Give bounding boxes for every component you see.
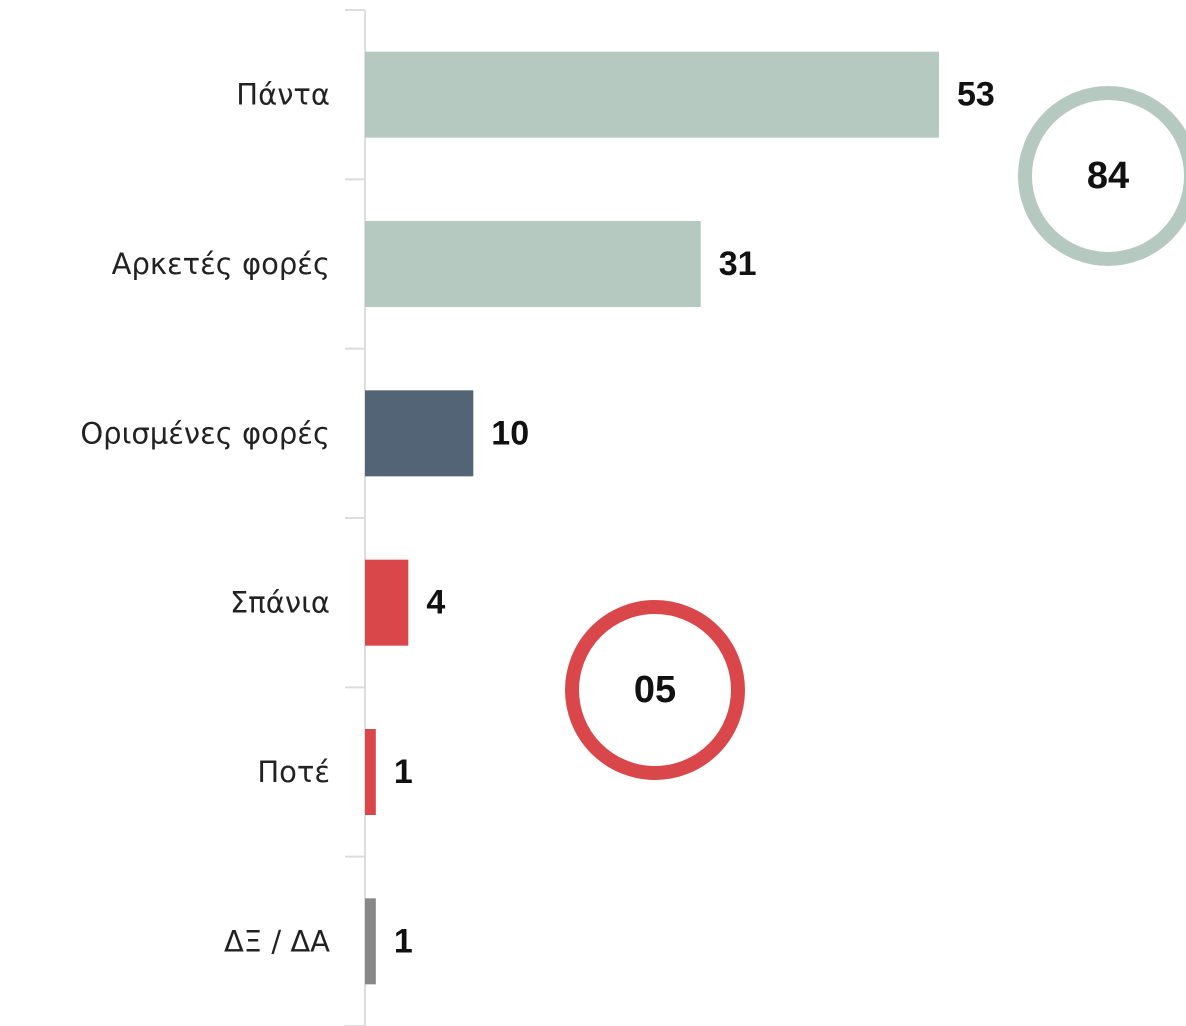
bar <box>365 390 474 477</box>
bar <box>365 51 939 138</box>
value-label: 1 <box>394 753 413 791</box>
category-label: Πάντα <box>236 78 330 112</box>
value-label: 53 <box>957 76 995 114</box>
category-label: Αρκετές φορές <box>112 247 330 281</box>
category-label: Ορισμένες φορές <box>80 416 330 450</box>
bar <box>365 221 701 307</box>
category-label: ΔΞ / ΔΑ <box>224 924 330 958</box>
value-label: 31 <box>719 245 757 283</box>
category-label: Ποτέ <box>257 755 330 789</box>
annotation-text: 84 <box>1087 155 1129 197</box>
bar <box>365 898 376 985</box>
category-label: Σπάνια <box>230 586 330 620</box>
annotation-text: 05 <box>634 669 676 711</box>
value-label: 4 <box>426 584 445 622</box>
annotation-ring <box>565 600 745 780</box>
value-label: 1 <box>394 922 413 960</box>
value-label: 10 <box>491 414 529 452</box>
bar <box>365 729 376 815</box>
bar <box>365 559 409 646</box>
annotation-ring <box>1018 86 1186 266</box>
